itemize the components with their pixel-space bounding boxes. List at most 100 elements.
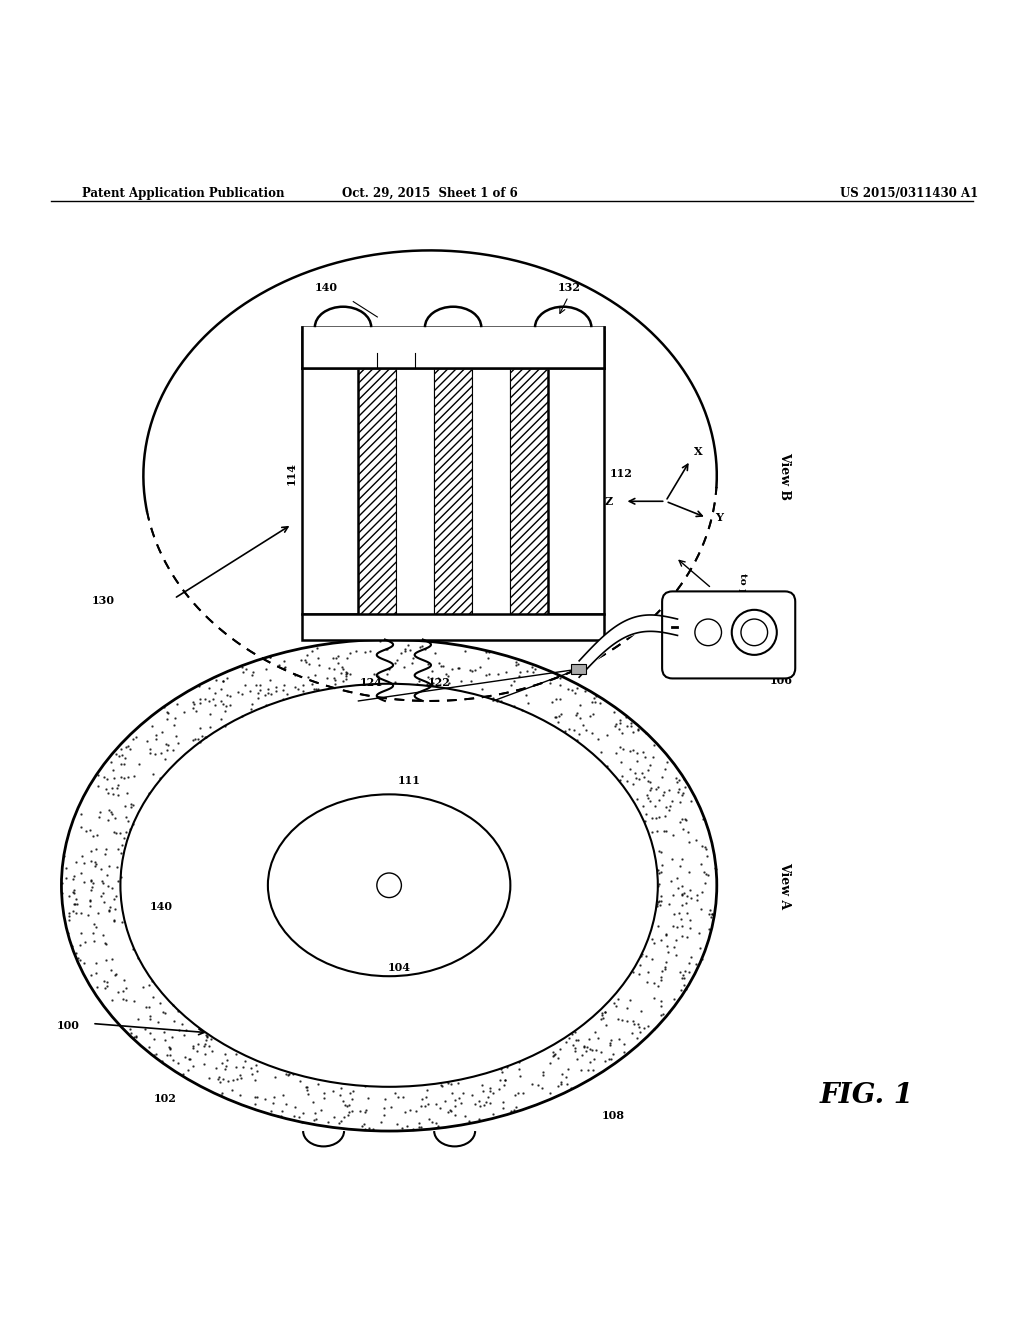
Point <box>382 672 398 693</box>
Point <box>188 701 205 722</box>
Text: 106: 106 <box>770 675 793 685</box>
Point <box>128 727 144 748</box>
Point <box>447 1089 464 1110</box>
Point <box>89 824 105 845</box>
Point <box>304 640 321 661</box>
Point <box>607 742 624 763</box>
Point <box>161 1036 177 1057</box>
Point <box>467 660 483 681</box>
Point <box>625 739 641 760</box>
Point <box>128 1026 144 1047</box>
Point <box>668 945 684 966</box>
Point <box>104 949 121 970</box>
Point <box>693 882 710 903</box>
Point <box>708 858 724 879</box>
Point <box>77 932 93 953</box>
Bar <box>302 333 358 614</box>
Point <box>165 994 181 1015</box>
Point <box>202 704 218 725</box>
Point <box>588 1040 604 1061</box>
Point <box>629 750 645 771</box>
Point <box>553 704 569 725</box>
Point <box>692 937 709 958</box>
Point <box>646 932 663 953</box>
Point <box>703 907 720 928</box>
Point <box>674 808 690 829</box>
Point <box>165 739 181 760</box>
Bar <box>472 368 510 614</box>
Text: 111: 111 <box>398 775 421 787</box>
Point <box>100 900 117 921</box>
Point <box>590 1027 606 1048</box>
Point <box>646 987 663 1008</box>
Point <box>647 796 664 817</box>
Point <box>297 651 313 672</box>
Point <box>90 775 106 796</box>
Point <box>635 796 651 817</box>
Text: 138: 138 <box>523 479 535 503</box>
Point <box>400 635 417 656</box>
Point <box>614 738 631 759</box>
Point <box>586 688 602 709</box>
Point <box>175 701 191 722</box>
Point <box>66 865 82 886</box>
Point <box>444 659 461 680</box>
Point <box>122 1018 138 1039</box>
Point <box>353 1115 370 1137</box>
Point <box>646 973 663 994</box>
Point <box>679 903 695 924</box>
Point <box>182 1048 199 1069</box>
Point <box>651 891 668 912</box>
Point <box>693 853 710 874</box>
Point <box>612 737 629 758</box>
Point <box>461 1111 477 1133</box>
Point <box>666 936 682 957</box>
Point <box>189 729 206 750</box>
Point <box>83 879 99 900</box>
Point <box>593 1005 609 1026</box>
Point <box>88 953 104 974</box>
Point <box>450 657 466 678</box>
Point <box>680 862 696 883</box>
Point <box>169 693 185 714</box>
Point <box>625 961 641 982</box>
Point <box>145 763 162 784</box>
Point <box>656 958 673 979</box>
Point <box>306 664 323 685</box>
Circle shape <box>741 619 768 645</box>
Point <box>199 1024 215 1045</box>
Point <box>316 1082 333 1104</box>
Point <box>493 690 509 711</box>
Point <box>647 779 664 800</box>
Point <box>582 1051 598 1072</box>
Point <box>267 1067 284 1088</box>
Point <box>90 764 106 785</box>
Point <box>143 970 160 991</box>
Point <box>585 704 601 725</box>
Point <box>122 739 138 760</box>
Point <box>559 1073 575 1094</box>
Point <box>199 726 215 747</box>
Point <box>435 656 452 677</box>
Point <box>598 1015 614 1036</box>
Point <box>189 1034 206 1055</box>
Point <box>184 1055 201 1076</box>
Point <box>108 898 124 919</box>
Point <box>535 1061 551 1082</box>
Point <box>681 961 697 982</box>
Point <box>98 975 115 997</box>
Point <box>60 906 77 927</box>
Point <box>257 685 273 706</box>
Point <box>669 771 685 792</box>
Point <box>679 886 695 907</box>
Point <box>611 709 628 730</box>
Point <box>641 791 657 812</box>
Point <box>700 903 717 924</box>
Point <box>632 1022 648 1043</box>
Point <box>85 873 101 894</box>
Point <box>357 1119 374 1140</box>
Point <box>73 862 89 883</box>
FancyBboxPatch shape <box>663 591 796 678</box>
Point <box>245 664 261 685</box>
Point <box>671 878 687 899</box>
